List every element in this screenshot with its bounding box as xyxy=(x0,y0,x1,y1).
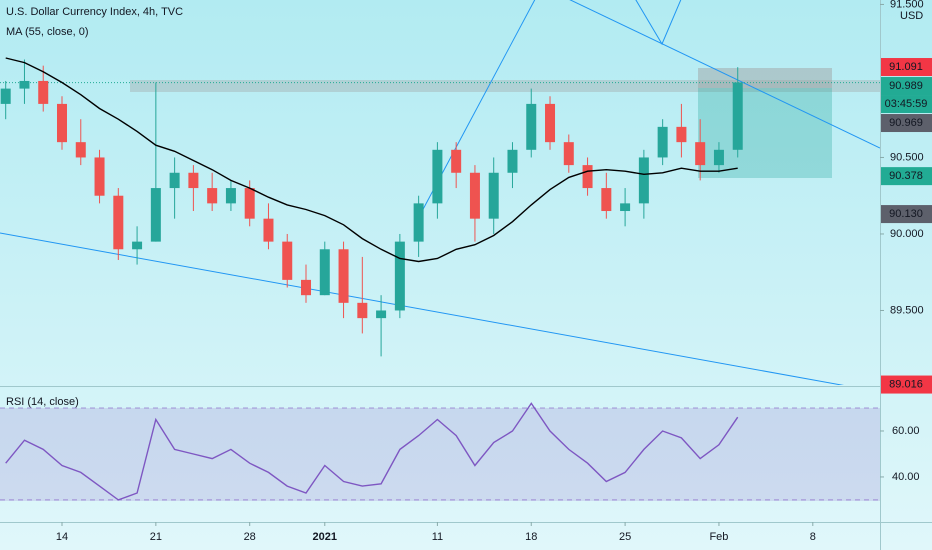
candle-body xyxy=(620,203,631,212)
price-label: 90.130 xyxy=(889,208,923,220)
candle-body xyxy=(75,142,86,158)
candle-body xyxy=(432,149,443,204)
candle-body xyxy=(713,149,724,166)
candle-body xyxy=(188,172,199,189)
candle-body xyxy=(657,126,668,158)
candle-body xyxy=(169,172,180,189)
candle-body xyxy=(507,149,518,173)
rsi-line xyxy=(5,402,739,501)
price-label-box xyxy=(881,375,932,394)
candle-body xyxy=(545,103,556,143)
candle-body xyxy=(319,249,330,296)
price-label: 90.378 xyxy=(889,170,923,182)
price-label-box xyxy=(881,114,932,133)
countdown: 03:45:59 xyxy=(885,98,928,110)
candle-body xyxy=(582,165,593,189)
x-tick-label: 8 xyxy=(810,531,816,543)
x-tick-label: 25 xyxy=(619,531,631,543)
x-tick-label: 21 xyxy=(150,531,162,543)
candle-body xyxy=(132,241,143,250)
x-tick-label: 28 xyxy=(244,531,256,543)
candle-body xyxy=(676,126,687,143)
price-label-box xyxy=(881,205,932,224)
price-label: 89.016 xyxy=(889,378,923,390)
rsi-legend: RSI (14, close) xyxy=(6,396,79,408)
price-label: 90.969 xyxy=(889,117,923,129)
price-label-box xyxy=(881,58,932,77)
candle-body xyxy=(94,157,105,196)
price-label-box xyxy=(881,77,932,96)
y-tick-label: 89.500 xyxy=(890,304,924,316)
countdown-box xyxy=(881,95,932,114)
trend-line xyxy=(569,0,880,149)
candle-body xyxy=(338,249,349,303)
candle-body xyxy=(376,310,387,319)
candle-body xyxy=(563,142,574,166)
rsi-tick-label: 60.00 xyxy=(892,425,920,437)
candle-body xyxy=(207,188,218,204)
price-label-box xyxy=(881,167,932,186)
candle-body xyxy=(469,172,480,219)
resistance-zone xyxy=(130,80,880,92)
candle-body xyxy=(413,203,424,242)
x-tick-label: 2021 xyxy=(313,531,337,543)
candle-body xyxy=(488,172,499,219)
candle-body xyxy=(732,82,743,150)
candle-body xyxy=(263,218,274,242)
candle-body xyxy=(282,241,293,280)
x-tick-label: 18 xyxy=(525,531,537,543)
x-tick-label: 11 xyxy=(432,531,443,543)
candle-body xyxy=(19,80,30,89)
candle-body xyxy=(225,188,236,204)
candle-body xyxy=(695,142,706,166)
price-label: 91.091 xyxy=(889,61,923,73)
candle-body xyxy=(38,80,49,104)
candle-body xyxy=(526,103,537,150)
candle-body xyxy=(451,149,462,173)
y-tick-label: 90.500 xyxy=(890,151,924,163)
candle-body xyxy=(638,157,649,204)
currency: USD xyxy=(900,10,923,22)
x-tick-label: Feb xyxy=(709,531,728,543)
trend-line xyxy=(635,0,682,46)
y-tick-label: 91.500 xyxy=(890,0,924,10)
candle-body xyxy=(113,195,124,250)
x-tick-label: 14 xyxy=(56,531,68,543)
candle-body xyxy=(357,302,368,319)
candle-body xyxy=(601,188,612,212)
candle-body xyxy=(0,88,11,104)
trend-line xyxy=(0,232,845,385)
candle-body xyxy=(394,241,405,311)
chart-title: U.S. Dollar Currency Index, 4h, TVC xyxy=(6,6,183,18)
price-label: 90.989 xyxy=(889,80,923,92)
candle-body xyxy=(150,188,161,242)
candle-body xyxy=(301,279,312,296)
ma-legend: MA (55, close, 0) xyxy=(6,26,89,38)
rsi-tick-label: 40.00 xyxy=(892,471,920,483)
ma-line xyxy=(5,57,738,263)
candle-body xyxy=(244,188,255,219)
y-tick-label: 90.000 xyxy=(890,228,924,240)
candle-body xyxy=(57,103,67,143)
